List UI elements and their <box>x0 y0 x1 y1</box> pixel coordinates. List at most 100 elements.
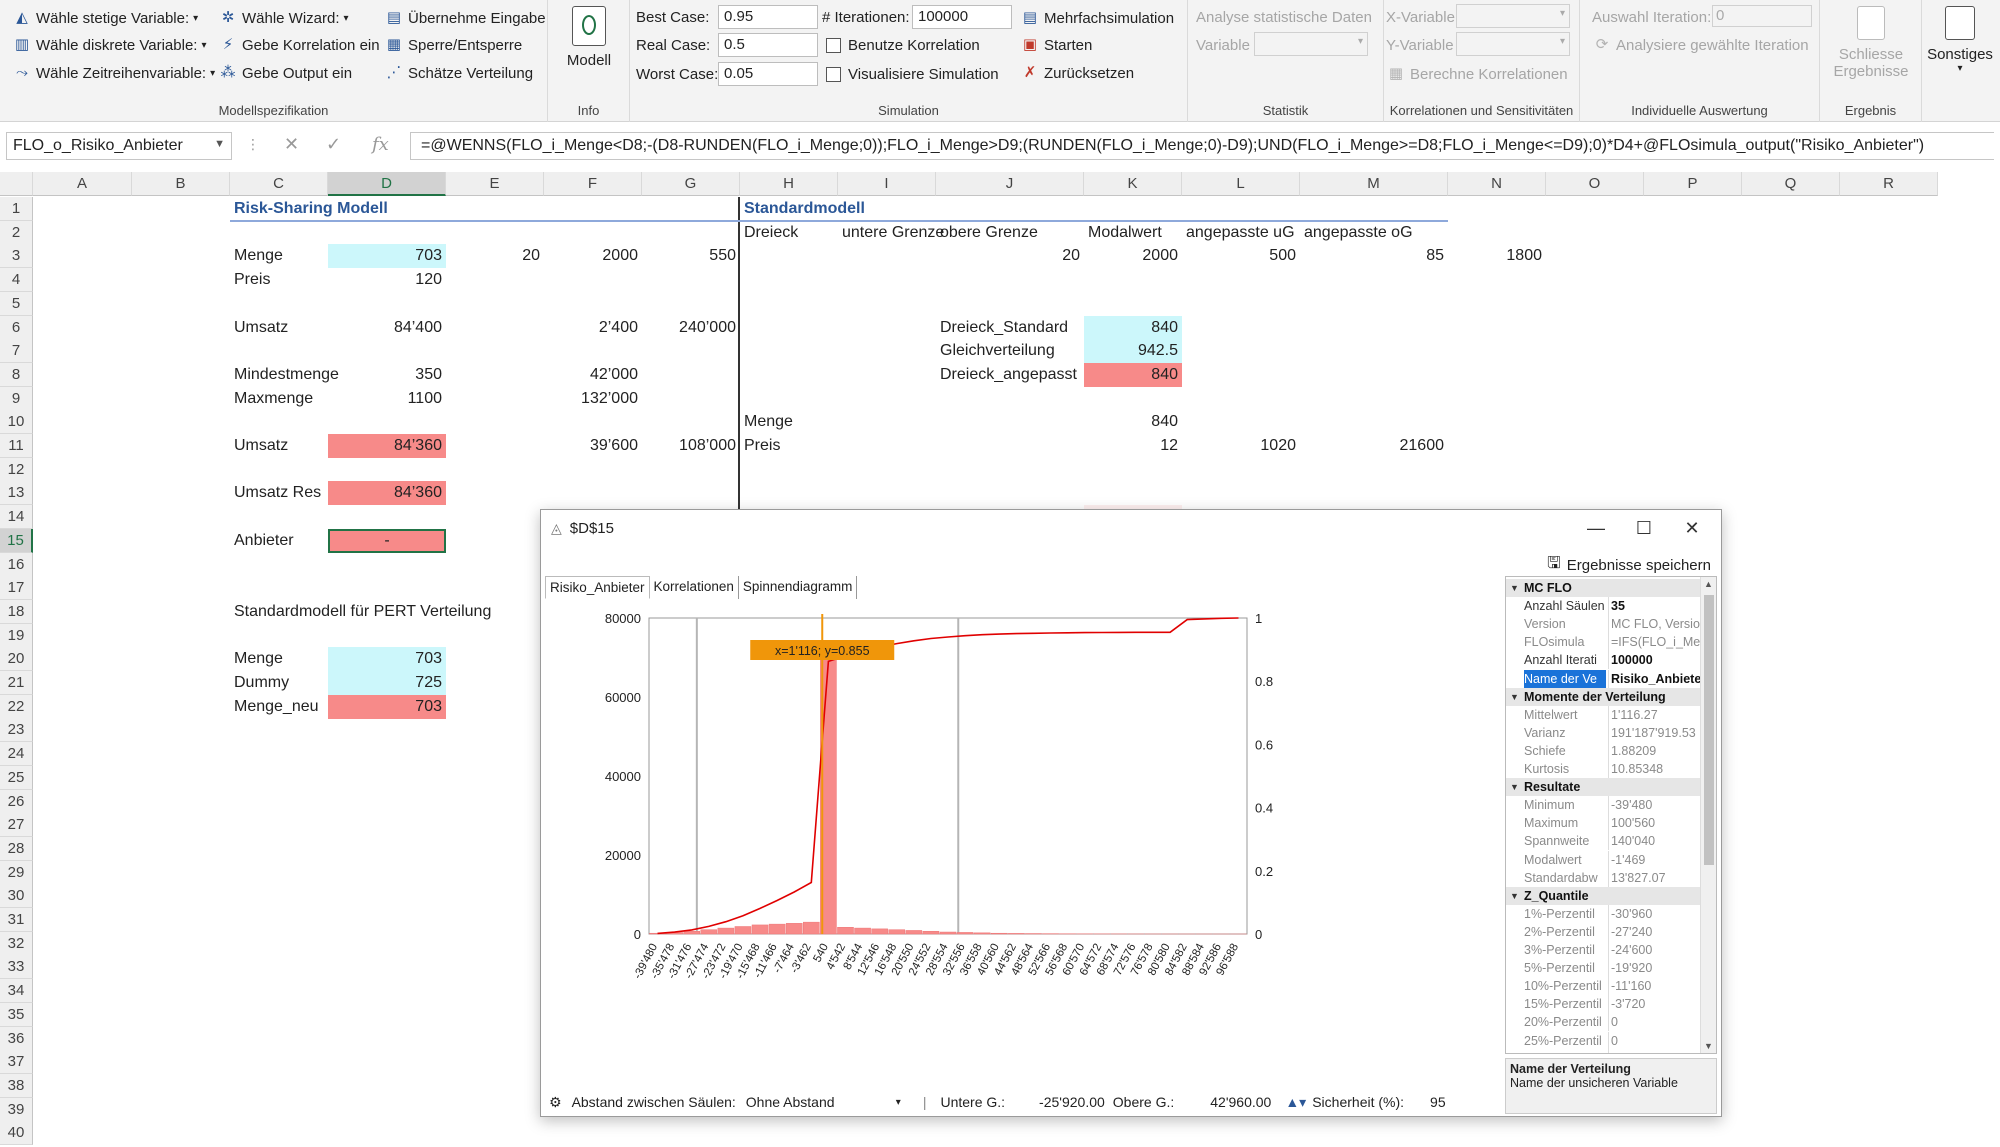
row-header-18[interactable]: 18 <box>0 599 33 624</box>
column-header-q[interactable]: Q <box>1742 172 1840 196</box>
property-row[interactable]: 15%-Perzentil -3'720 <box>1506 995 1702 1014</box>
cell-c9[interactable]: Maxmenge <box>234 389 314 407</box>
cell-j8[interactable]: Dreieck_angepasst <box>940 365 1077 383</box>
cell-h10[interactable]: Menge <box>744 413 793 431</box>
property-category[interactable]: ▼ MC FLO <box>1506 579 1702 597</box>
property-row[interactable]: Anzahl Säulen 35 <box>1506 597 1702 616</box>
cell-c8[interactable]: Mindestmenge <box>234 365 339 383</box>
properties-panel[interactable]: ▼ MC FLO Anzahl Säulen 35 Version MC FLO, Ver… <box>1505 576 1717 1054</box>
formula-input[interactable]: =@WENNS(FLO_i_Menge<D8;-(D8-RUNDEN(FLO_i… <box>410 132 1994 160</box>
column-header-j[interactable]: J <box>936 172 1084 196</box>
gebe-output-button[interactable]: ⁂ Gebe Output ein <box>218 61 353 85</box>
cell-i2[interactable]: untere Grenze <box>842 223 945 241</box>
schliesse-ergebnisse-button[interactable]: Schliesse Ergebnisse <box>1826 6 1916 80</box>
cell-c4[interactable]: Preis <box>234 271 271 289</box>
row-header-33[interactable]: 33 <box>0 955 33 980</box>
close-button[interactable]: ✕ <box>1684 518 1700 538</box>
property-category[interactable]: ▼ Z_Quantile <box>1506 886 1702 905</box>
property-row[interactable]: Anzahl Iterati 100000 <box>1506 651 1702 670</box>
collapse-icon[interactable]: ▼ <box>1510 583 1519 593</box>
property-category[interactable]: ▼ Momente der Verteilung <box>1506 687 1702 706</box>
column-header-k[interactable]: K <box>1084 172 1182 196</box>
cell-k11[interactable]: 12 <box>1160 437 1178 454</box>
cell-k8[interactable]: 840 <box>1084 362 1182 387</box>
tab-spinnendiagramm[interactable]: Spinnendiagramm <box>739 576 858 599</box>
analysiere-iteration-button[interactable]: ⟳ Analysiere gewählte Iteration <box>1592 33 1809 57</box>
row-header-24[interactable]: 24 <box>0 742 33 767</box>
property-row[interactable]: Name der Ve Risiko_Anbieter <box>1506 669 1702 688</box>
column-header-m[interactable]: M <box>1300 172 1448 196</box>
row-header-39[interactable]: 39 <box>0 1097 33 1122</box>
row-header-8[interactable]: 8 <box>0 362 33 387</box>
cell-m11[interactable]: 21600 <box>1399 437 1445 454</box>
sicherheit-value[interactable]: 95 <box>1430 1094 1446 1110</box>
cell-c1[interactable]: Risk-Sharing Modell <box>234 200 388 217</box>
row-header-30[interactable]: 30 <box>0 884 33 909</box>
row-header-22[interactable]: 22 <box>0 694 33 719</box>
column-header-p[interactable]: P <box>1644 172 1742 196</box>
property-row[interactable]: 2%-Perzentil -27'240 <box>1506 922 1702 941</box>
collapse-icon[interactable]: ▼ <box>1510 890 1519 901</box>
property-category[interactable]: ▼ Resultate <box>1506 778 1702 797</box>
cell-d4[interactable]: 120 <box>415 271 442 289</box>
property-row[interactable]: 5%-Perzentil -19'920 <box>1506 959 1702 978</box>
cell-c3[interactable]: Menge <box>234 247 283 265</box>
cancel-icon[interactable]: ✕ <box>284 134 300 154</box>
row-header-29[interactable]: 29 <box>0 860 33 885</box>
mehrfachsimulation-button[interactable]: ▤ Mehrfachsimulation <box>1020 6 1174 30</box>
row-header-34[interactable]: 34 <box>0 979 33 1004</box>
window-titlebar[interactable]: ◬ $D$15 <box>541 510 1721 546</box>
sperre-entsperre-button[interactable]: ▦ Sperre/Entsperre <box>384 33 522 57</box>
column-header-d[interactable]: D <box>328 172 446 196</box>
name-box[interactable]: FLO_o_Risiko_Anbieter ▼ <box>6 132 232 160</box>
cell-e3[interactable]: 20 <box>522 247 540 265</box>
cell-c18[interactable]: Standardmodell für PERT Verteilung <box>234 602 492 620</box>
row-header-9[interactable]: 9 <box>0 386 33 411</box>
cell-l2[interactable]: angepasste uG <box>1186 223 1295 241</box>
row-header-12[interactable]: 12 <box>0 457 33 482</box>
cell-f3[interactable]: 2000 <box>602 247 638 265</box>
cell-m2[interactable]: angepasste oG <box>1304 223 1413 241</box>
cell-c11[interactable]: Umsatz <box>234 437 289 454</box>
row-header-15[interactable]: 15 <box>0 528 33 553</box>
row-header-2[interactable]: 2 <box>0 220 33 245</box>
ergebnisse-speichern-button[interactable]: 🖫 Ergebnisse speichern <box>1547 552 1711 579</box>
column-header-i[interactable]: I <box>838 172 936 196</box>
column-header-l[interactable]: L <box>1182 172 1300 196</box>
tab-korrelationen[interactable]: Korrelationen <box>650 576 739 599</box>
row-header-23[interactable]: 23 <box>0 718 33 743</box>
cell-d6[interactable]: 84’400 <box>393 318 442 336</box>
waehle-diskrete-variable-button[interactable]: ▥ Wähle diskrete Variable: ▾ <box>12 33 207 57</box>
cell-c20[interactable]: Menge <box>234 650 283 668</box>
sonstiges-button[interactable]: Sonstiges ▾ <box>1924 6 1996 74</box>
cell-c13[interactable]: Umsatz Res <box>234 484 322 502</box>
row-header-25[interactable]: 25 <box>0 765 33 790</box>
settings-icon[interactable]: ⚙ <box>549 1093 562 1110</box>
property-row[interactable]: Varianz 191'187'919.53 <box>1506 723 1702 742</box>
row-header-38[interactable]: 38 <box>0 1073 33 1098</box>
tab-risiko-anbieter[interactable]: Risiko_Anbieter <box>545 576 650 599</box>
property-row[interactable]: 3%-Perzentil -24'600 <box>1506 941 1702 959</box>
property-row[interactable]: 25%-Perzentil 0 <box>1506 1031 1702 1050</box>
untere-grenze-value[interactable]: -25'920.00 <box>1039 1094 1105 1110</box>
properties-scrollbar[interactable]: ▲ ▼ <box>1700 577 1716 1053</box>
worst-case-input[interactable]: 0.05 <box>718 62 818 86</box>
collapse-icon[interactable]: ▼ <box>1510 691 1519 702</box>
property-row[interactable]: Minimum -39'480 <box>1506 796 1702 815</box>
cell-k10[interactable]: 840 <box>1151 413 1178 431</box>
property-row[interactable]: Version MC FLO, Version <box>1506 615 1702 634</box>
property-row[interactable]: 20%-Perzentil 0 <box>1506 1013 1702 1032</box>
variable-select[interactable]: ▾ <box>1254 32 1368 56</box>
row-header-21[interactable]: 21 <box>0 671 33 695</box>
cell-g6[interactable]: 240’000 <box>679 318 736 336</box>
row-header-10[interactable]: 10 <box>0 410 33 435</box>
column-header-b[interactable]: B <box>132 172 230 196</box>
cell-d8[interactable]: 350 <box>415 365 442 383</box>
row-header-11[interactable]: 11 <box>0 434 33 458</box>
cell-c15[interactable]: Anbieter <box>234 531 294 549</box>
cell-j2[interactable]: obere Grenze <box>940 223 1038 241</box>
row-header-27[interactable]: 27 <box>0 813 33 838</box>
row-header-1[interactable]: 1 <box>0 197 33 221</box>
row-header-19[interactable]: 19 <box>0 623 33 648</box>
confidence-icon[interactable]: ▲▾ <box>1285 1093 1307 1110</box>
